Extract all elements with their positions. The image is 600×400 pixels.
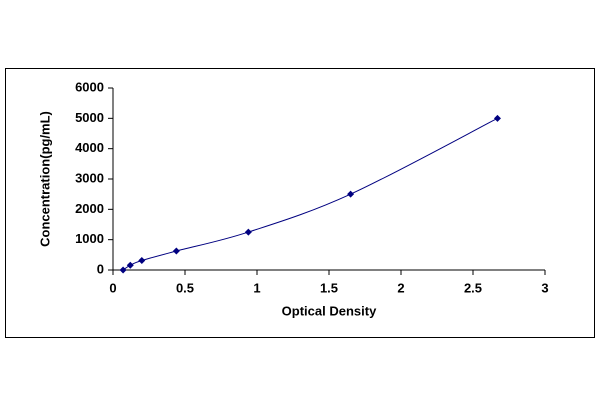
data-point <box>119 266 127 274</box>
y-tick-label: 3000 <box>75 170 104 185</box>
data-point <box>244 228 252 236</box>
y-tick-label: 1000 <box>75 231 104 246</box>
x-tick-label: 1 <box>253 280 260 295</box>
y-tick-label: 4000 <box>75 140 104 155</box>
x-tick-label: 2 <box>397 280 404 295</box>
y-axis-label: Concentration(pg/mL) <box>37 111 52 247</box>
x-tick-label: 2.5 <box>464 280 482 295</box>
data-point <box>347 190 355 198</box>
data-point <box>126 261 134 269</box>
x-tick-label: 1.5 <box>320 280 338 295</box>
x-tick-label: 0 <box>109 280 116 295</box>
data-point <box>172 247 180 255</box>
x-tick-label: 0.5 <box>176 280 194 295</box>
y-tick-label: 5000 <box>75 110 104 125</box>
x-axis-label: Optical Density <box>282 303 377 318</box>
x-tick-label: 3 <box>541 280 548 295</box>
y-tick-label: 0 <box>97 261 104 276</box>
y-tick-label: 2000 <box>75 201 104 216</box>
data-point <box>493 114 501 122</box>
data-point <box>138 257 146 265</box>
y-tick-label: 6000 <box>75 79 104 94</box>
chart-frame <box>5 68 595 338</box>
